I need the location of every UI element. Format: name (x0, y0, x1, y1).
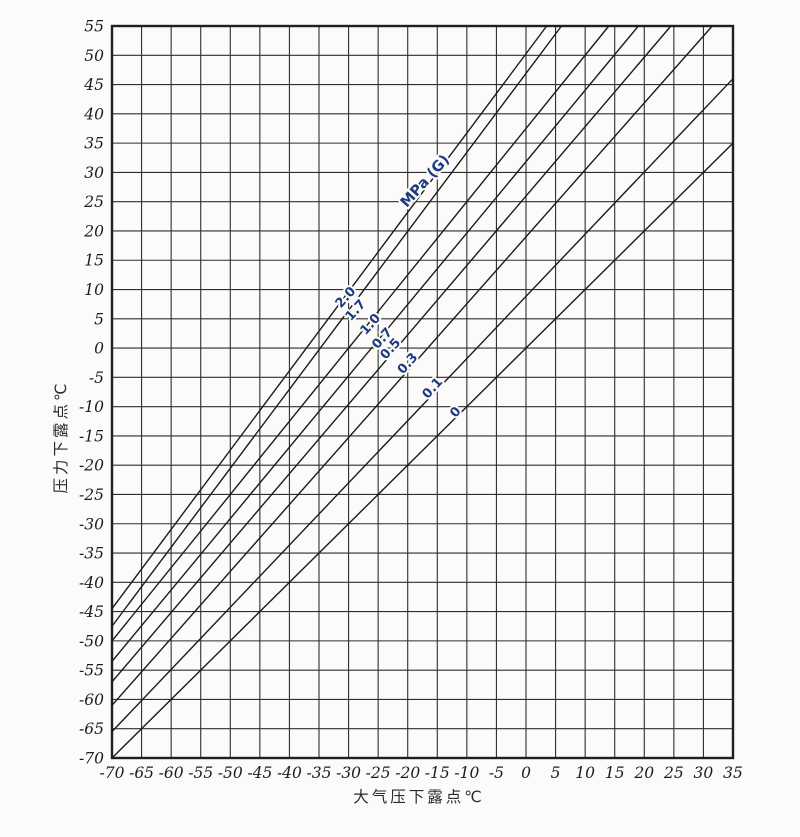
x-tick-label: 15 (605, 764, 625, 782)
pressure-line-2.0 (111, 25, 548, 610)
y-tick-label: 0 (94, 340, 104, 358)
x-tick-label: -25 (366, 764, 391, 782)
x-tick-label: 0 (521, 764, 531, 782)
x-tick-label: -55 (188, 764, 213, 782)
x-tick-label: 10 (575, 764, 595, 782)
y-tick-label: 45 (83, 76, 104, 94)
plot-frame (110, 24, 735, 760)
x-tick-label: -70 (100, 764, 125, 782)
y-tick-label: 10 (84, 281, 104, 299)
x-tick-label: -65 (129, 764, 154, 782)
y-tick-label: 30 (84, 164, 104, 182)
pressure-line-0.3 (111, 25, 713, 706)
x-tick-label: 20 (633, 764, 654, 782)
y-tick-label: 50 (84, 47, 104, 65)
x-tick-label: -15 (425, 764, 450, 782)
y-tick-label: -30 (79, 515, 104, 533)
y-tick-label: -5 (89, 369, 104, 387)
x-tick-label: 35 (723, 764, 743, 782)
x-tick-label: -40 (277, 764, 302, 782)
pressure-line-label-0.1: 0.1 (420, 375, 447, 402)
pressure-line-1.0 (111, 25, 610, 642)
y-tick-label: -50 (79, 632, 104, 650)
y-tick-label: -45 (79, 603, 104, 621)
x-tick-label: -5 (489, 764, 504, 782)
x-tick-label: 5 (551, 764, 561, 782)
y-tick-label: 55 (84, 18, 104, 36)
y-tick-label: 15 (84, 252, 104, 270)
y-tick-label: 25 (83, 193, 104, 211)
axis-tick-labels: -70 -65 -60 -55 -50 -45 -40 -35 -30 -25 -20 -15 -10-… (79, 18, 743, 783)
y-tick-label: -40 (79, 574, 104, 592)
x-tick-label: -50 (218, 764, 243, 782)
x-tick-label: -60 (159, 764, 184, 782)
y-tick-label: -25 (79, 486, 104, 504)
y-tick-label: -15 (79, 427, 104, 445)
x-tick-label: -35 (307, 764, 332, 782)
x-tick-label: -20 (395, 764, 420, 782)
x-tick-label: -45 (247, 764, 272, 782)
y-tick-label: -20 (79, 457, 104, 475)
pressure-line-0 (111, 142, 734, 759)
y-tick-label: 40 (83, 105, 104, 123)
y-tick-label: -55 (79, 662, 104, 680)
pressure-line-0.1 (111, 78, 734, 733)
pressure-line-label-0.3: 0.3 (395, 350, 422, 377)
axis-titles: 大气压下露点℃ 压力下露点℃ (52, 381, 484, 806)
pressure-lines (111, 25, 734, 759)
y-tick-label: -60 (79, 691, 104, 709)
plot-border (110, 24, 735, 760)
y-tick-label: 20 (83, 222, 104, 240)
x-tick-label: 30 (694, 764, 714, 782)
x-tick-label: -30 (336, 764, 361, 782)
y-tick-label: 5 (94, 310, 104, 328)
y-tick-label: -65 (79, 720, 104, 738)
y-tick-label: 35 (84, 135, 104, 153)
x-tick-label: -10 (454, 764, 479, 782)
pressure-line-0.5 (111, 25, 672, 683)
x-axis-title: 大气压下露点℃ (353, 788, 484, 806)
y-axis-title: 压力下露点℃ (52, 381, 70, 494)
pressure-line-0.7 (111, 25, 639, 662)
y-tick-label: -10 (79, 398, 104, 416)
x-tick-label: 25 (663, 764, 684, 782)
pressure-line-1.7 (111, 25, 563, 627)
y-tick-label: -70 (79, 750, 104, 768)
y-tick-label: -35 (79, 545, 104, 563)
